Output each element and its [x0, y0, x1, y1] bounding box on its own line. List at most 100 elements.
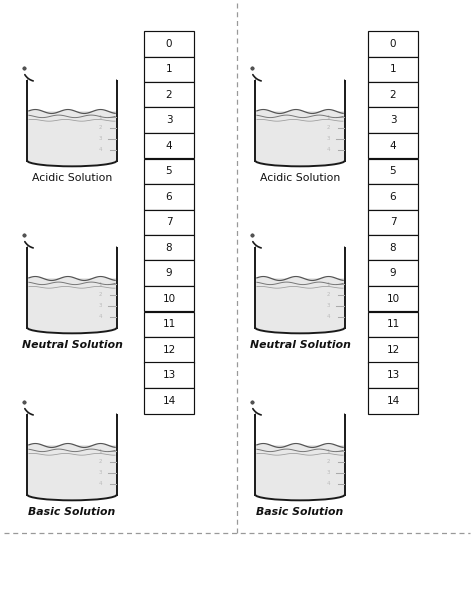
Bar	[368, 56, 418, 82]
Bar	[144, 286, 194, 311]
Text: 1: 1	[99, 281, 102, 286]
Bar	[144, 261, 194, 286]
Text: 4: 4	[99, 481, 102, 486]
Text: 3: 3	[99, 470, 102, 475]
Text: 12: 12	[386, 345, 400, 355]
Text: 6: 6	[390, 192, 396, 202]
Bar	[256, 278, 344, 327]
Bar	[256, 112, 344, 161]
Text: 7: 7	[166, 217, 173, 227]
Text: 0: 0	[166, 39, 172, 49]
Text: 14: 14	[386, 396, 400, 406]
Text: 0: 0	[390, 39, 396, 49]
Bar	[368, 184, 418, 210]
Bar	[144, 235, 194, 261]
Bar	[144, 337, 194, 362]
Bar	[144, 31, 194, 56]
Text: 7: 7	[390, 217, 396, 227]
Bar	[368, 337, 418, 362]
Text: 5: 5	[166, 166, 173, 177]
Text: 3: 3	[166, 115, 173, 125]
Text: 3: 3	[327, 470, 330, 475]
Text: 1: 1	[99, 115, 102, 120]
Text: 1: 1	[166, 64, 173, 74]
Bar	[368, 133, 418, 159]
Bar	[144, 388, 194, 414]
Bar	[368, 311, 418, 337]
Text: 3: 3	[99, 303, 102, 308]
Text: Neutral Solution: Neutral Solution	[21, 340, 122, 349]
Bar	[256, 446, 344, 495]
Bar	[28, 278, 116, 327]
Ellipse shape	[27, 243, 117, 254]
Text: 1: 1	[390, 64, 396, 74]
Text: 13: 13	[163, 370, 176, 380]
Bar	[144, 82, 194, 107]
Ellipse shape	[28, 323, 116, 332]
Ellipse shape	[256, 490, 344, 499]
Text: Neutral Solution: Neutral Solution	[250, 340, 350, 349]
Bar	[368, 286, 418, 311]
Text: 2: 2	[327, 126, 330, 131]
Bar	[27, 407, 117, 443]
Bar	[255, 73, 345, 109]
Text: 8: 8	[390, 243, 396, 253]
Bar	[144, 56, 194, 82]
Text: 3: 3	[99, 136, 102, 142]
Text: Acidic Solution: Acidic Solution	[32, 173, 112, 183]
Bar	[255, 240, 345, 276]
Text: Acidic Solution: Acidic Solution	[260, 173, 340, 183]
Bar	[27, 73, 117, 109]
Text: 1: 1	[327, 449, 330, 454]
Text: 4: 4	[99, 147, 102, 152]
Text: 5: 5	[390, 166, 396, 177]
Text: 2: 2	[166, 89, 173, 100]
Text: 2: 2	[99, 126, 102, 131]
Text: 4: 4	[390, 141, 396, 151]
Text: 3: 3	[327, 136, 330, 142]
Bar	[368, 210, 418, 235]
Text: 4: 4	[99, 314, 102, 319]
Text: 3: 3	[390, 115, 396, 125]
Text: Basic Solution: Basic Solution	[256, 506, 344, 517]
Ellipse shape	[255, 243, 345, 254]
Bar	[255, 407, 345, 443]
Bar	[368, 82, 418, 107]
Text: 1: 1	[327, 115, 330, 120]
Text: 12: 12	[163, 345, 176, 355]
Text: 2: 2	[99, 292, 102, 297]
Ellipse shape	[256, 156, 344, 165]
Bar	[368, 107, 418, 133]
Bar	[144, 311, 194, 337]
Text: 2: 2	[390, 89, 396, 100]
Text: 9: 9	[166, 268, 173, 278]
Text: 4: 4	[327, 314, 330, 319]
Ellipse shape	[28, 490, 116, 499]
Text: 11: 11	[163, 319, 176, 329]
Text: 4: 4	[327, 147, 330, 152]
Ellipse shape	[256, 323, 344, 332]
Text: 10: 10	[386, 294, 400, 304]
Bar	[144, 159, 194, 184]
Bar	[368, 261, 418, 286]
Text: 3: 3	[327, 303, 330, 308]
Text: 13: 13	[386, 370, 400, 380]
Text: 9: 9	[390, 268, 396, 278]
Bar	[144, 133, 194, 159]
Text: 2: 2	[99, 459, 102, 465]
Ellipse shape	[255, 75, 345, 87]
Text: 14: 14	[163, 396, 176, 406]
Text: Basic Solution: Basic Solution	[28, 506, 116, 517]
Bar	[368, 159, 418, 184]
Ellipse shape	[255, 409, 345, 421]
Bar	[368, 388, 418, 414]
Bar	[28, 446, 116, 495]
Text: 11: 11	[386, 319, 400, 329]
Bar	[144, 184, 194, 210]
Text: 1: 1	[99, 449, 102, 454]
Bar	[144, 362, 194, 388]
Text: 2: 2	[327, 292, 330, 297]
Ellipse shape	[27, 75, 117, 87]
Ellipse shape	[27, 409, 117, 421]
Text: 10: 10	[163, 294, 175, 304]
